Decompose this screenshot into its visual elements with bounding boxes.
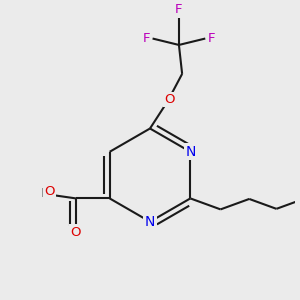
Text: N: N	[145, 215, 155, 229]
Text: F: F	[175, 3, 183, 16]
Text: O: O	[164, 93, 175, 106]
Text: F: F	[208, 32, 215, 45]
Text: H: H	[40, 187, 49, 200]
Text: O: O	[44, 184, 55, 197]
Text: O: O	[71, 226, 81, 239]
Text: F: F	[142, 32, 150, 45]
Text: N: N	[185, 145, 196, 159]
